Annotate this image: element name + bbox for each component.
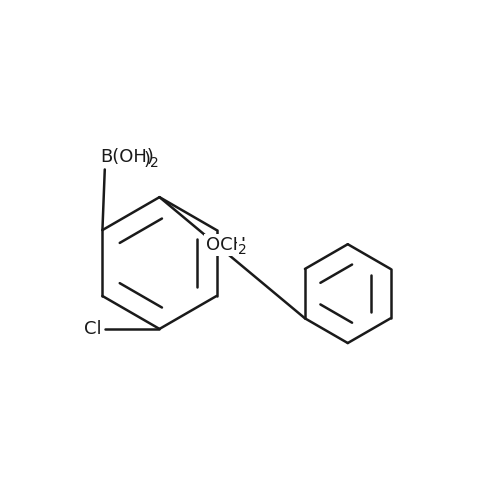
Text: 2: 2 <box>239 243 247 257</box>
Text: Cl: Cl <box>84 320 102 338</box>
Text: B(OH): B(OH) <box>100 148 154 166</box>
Text: ): ) <box>143 150 150 169</box>
Text: 2: 2 <box>150 157 159 171</box>
Text: OCH: OCH <box>206 236 247 254</box>
